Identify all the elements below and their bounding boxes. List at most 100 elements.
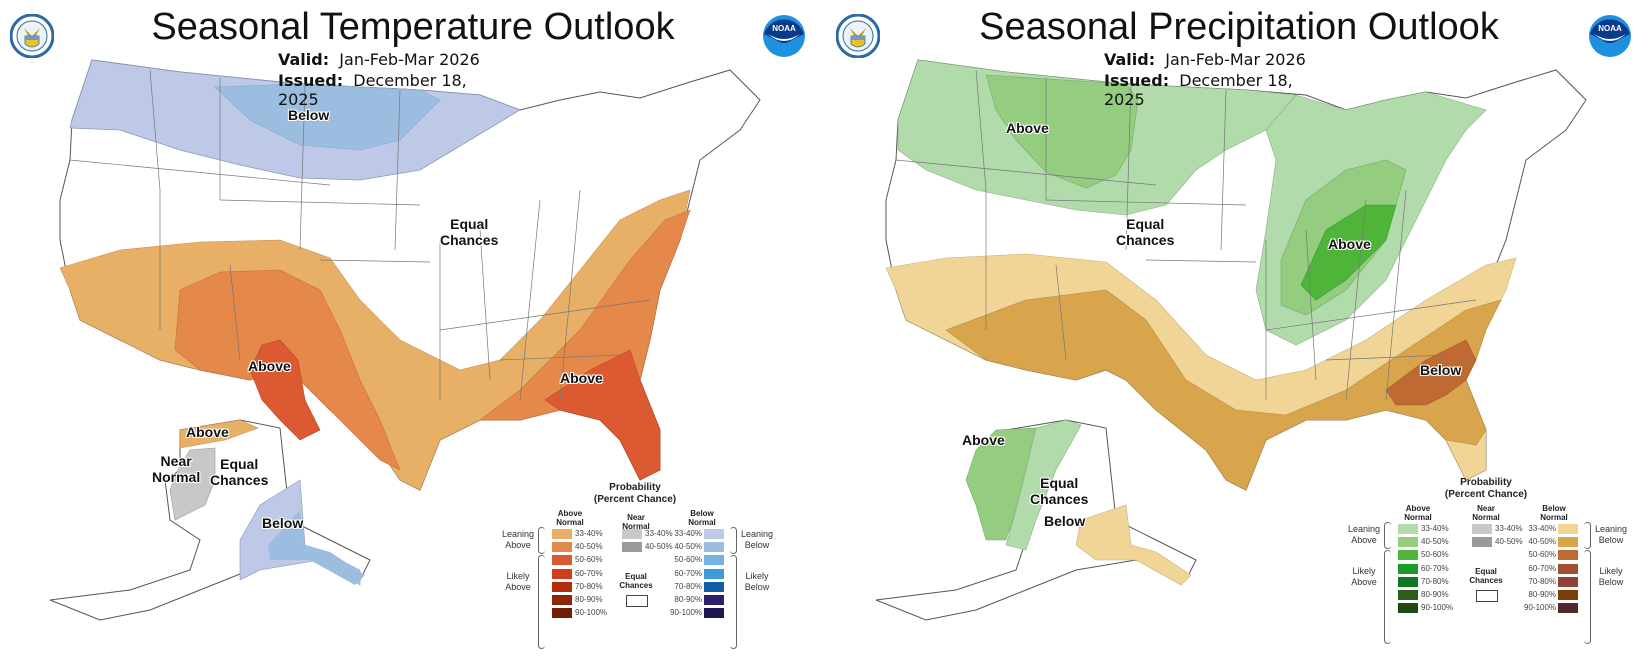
state-boundaries bbox=[895, 69, 1477, 401]
legend-range-above: 50-60% bbox=[1421, 550, 1449, 560]
map-label-ak-above: Above bbox=[186, 424, 229, 440]
legend-range-below: 90-100% bbox=[670, 608, 703, 618]
legend-likely-above: Likely Above bbox=[1346, 566, 1382, 588]
head-line: Below bbox=[690, 509, 714, 518]
map-label-ak-above: Above bbox=[962, 432, 1005, 448]
legend-leaning-above: Leaning Above bbox=[500, 529, 536, 551]
head-line: Above bbox=[557, 509, 583, 518]
alaska-below-core bbox=[268, 510, 365, 585]
head-line: Chances bbox=[1469, 576, 1503, 585]
legend-swatch-near bbox=[622, 542, 642, 553]
side-line: Above bbox=[505, 582, 531, 592]
legend-range-above: 33-40% bbox=[1421, 524, 1449, 533]
legend-equal-chances: Equal Chances bbox=[616, 572, 656, 590]
legend-range-near: 40-50% bbox=[1495, 537, 1523, 547]
map-label-ak-below: Below bbox=[262, 515, 304, 531]
noaa-logo: NOAA bbox=[762, 14, 806, 63]
side-line: Likely bbox=[506, 571, 530, 581]
head-line: Normal bbox=[688, 518, 716, 527]
legend-swatch-below bbox=[704, 595, 724, 605]
label-line: Equal bbox=[450, 216, 489, 232]
alaska-above bbox=[179, 419, 259, 449]
side-line: Below bbox=[1598, 577, 1624, 587]
head-line: Near bbox=[1477, 504, 1495, 513]
svg-text:NOAA: NOAA bbox=[1598, 24, 1622, 33]
label-line: Chances bbox=[1030, 491, 1089, 507]
label-line: Equal bbox=[220, 456, 259, 472]
brace-leaning-above bbox=[538, 527, 545, 554]
legend-swatch-above bbox=[552, 542, 572, 553]
legend-range-above: 80-90% bbox=[575, 595, 603, 604]
doc-seal-logo bbox=[9, 13, 55, 63]
label-line: Normal bbox=[152, 469, 201, 485]
head-line: Normal bbox=[556, 518, 584, 527]
legend-title-line: (Percent Chance) bbox=[593, 494, 677, 505]
below-40-50-south bbox=[945, 289, 1502, 491]
legend-range-near: 40-50% bbox=[645, 542, 673, 552]
legend-range-below: 40-50% bbox=[1528, 537, 1556, 547]
legend-head-below: Below Normal bbox=[682, 509, 722, 527]
legend-likely-below: Likely Below bbox=[1591, 566, 1631, 588]
alaska-above-leaning bbox=[1005, 419, 1082, 551]
legend-swatch-near bbox=[622, 529, 642, 539]
alaska-near bbox=[169, 447, 216, 521]
legend-swatch-below bbox=[704, 581, 724, 592]
side-line: Leaning bbox=[740, 529, 774, 539]
precipitation-outlook-panel: NOAA Seasonal Precipitation Outlook Vali… bbox=[826, 0, 1652, 667]
label-line: Chances bbox=[1116, 232, 1175, 248]
legend-range-below: 80-90% bbox=[674, 595, 702, 604]
legend-swatch-below bbox=[1558, 537, 1578, 548]
below-core-region bbox=[214, 83, 441, 151]
brace-leaning-below bbox=[730, 527, 737, 554]
map-title: Seasonal Precipitation Outlook bbox=[979, 6, 1499, 48]
head-line: Normal bbox=[1404, 513, 1432, 522]
legend-range-above: 60-70% bbox=[1421, 563, 1449, 573]
legend-swatch-above bbox=[1398, 524, 1418, 534]
head-line: Chances bbox=[619, 581, 653, 590]
probability-legend: Probability (Percent Chance) Above Norma… bbox=[1346, 475, 1636, 655]
legend-range-above: 60-70% bbox=[575, 568, 603, 578]
legend-range-above: 80-90% bbox=[1421, 590, 1449, 599]
legend-range-above: 90-100% bbox=[575, 608, 608, 618]
side-line: Likely bbox=[1599, 566, 1623, 576]
side-line: Leaning bbox=[1347, 524, 1381, 534]
legend-range-below: 70-80% bbox=[1528, 576, 1556, 586]
legend-swatch-below bbox=[1558, 550, 1578, 561]
legend-range-below: 50-60% bbox=[1528, 550, 1556, 560]
map-label-above-midwest: Above bbox=[1328, 236, 1371, 252]
legend-range-above: 50-60% bbox=[575, 555, 603, 565]
label-line: Equal bbox=[1040, 475, 1079, 491]
valid-period: Valid: Jan-Feb-Mar 2026 bbox=[0, 50, 826, 69]
side-line: Below bbox=[744, 540, 770, 550]
legend-range-near: 33-40% bbox=[1495, 524, 1523, 533]
valid-label: Valid: bbox=[278, 50, 330, 69]
legend-leaning-below: Leaning Below bbox=[737, 529, 777, 551]
map-label-above-north: Above bbox=[1006, 120, 1049, 136]
legend-range-below: 70-80% bbox=[674, 581, 702, 591]
legend-swatch-above bbox=[1398, 563, 1418, 574]
temperature-map bbox=[49, 59, 761, 621]
legend-range-below: 60-70% bbox=[674, 568, 702, 578]
legend-swatch-below bbox=[704, 568, 724, 579]
noaa-logo: NOAA bbox=[1588, 14, 1632, 63]
legend-swatch-above bbox=[1398, 590, 1418, 600]
legend-swatch-below bbox=[704, 608, 724, 619]
legend-swatch-near bbox=[1472, 524, 1492, 534]
map-label-ak-near-normal: Near Normal bbox=[152, 453, 200, 485]
alaska-below-leaning bbox=[1075, 504, 1192, 586]
legend-swatch-above bbox=[552, 595, 572, 605]
map-label-below-north: Below bbox=[288, 107, 330, 123]
side-line: Above bbox=[1351, 535, 1377, 545]
legend-range-above: 70-80% bbox=[575, 581, 603, 591]
legend-head-near: Near Normal bbox=[616, 513, 656, 531]
map-label-equal-chances: Equal Chances bbox=[1116, 216, 1174, 248]
head-line: Below bbox=[1542, 504, 1566, 513]
label-line: Near bbox=[160, 453, 192, 469]
side-line: Leaning bbox=[501, 529, 535, 539]
legend-likely-below: Likely Below bbox=[737, 571, 777, 593]
head-line: Above bbox=[1405, 504, 1431, 513]
legend-range-below: 90-100% bbox=[1524, 603, 1557, 613]
side-line: Likely bbox=[745, 571, 769, 581]
side-line: Above bbox=[505, 540, 531, 550]
legend-range-above: 70-80% bbox=[1421, 576, 1449, 586]
